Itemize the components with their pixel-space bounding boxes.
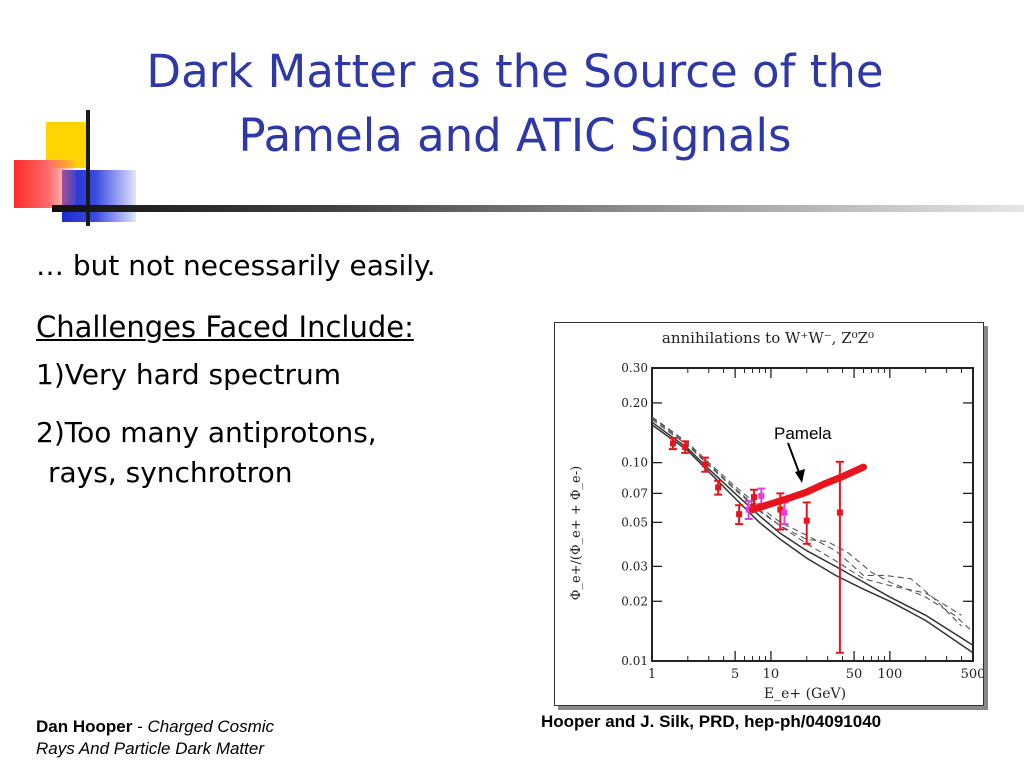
y-tick-label: 0.20: [621, 396, 648, 410]
x-tick-label: 50: [846, 667, 863, 682]
figure-citation: Hooper and J. Silk, PRD, hep-ph/04091040: [541, 712, 882, 731]
challenge-item-1: 1)Very hard spectrum: [36, 358, 342, 391]
pamela-curve-group: [749, 463, 867, 514]
plot-border: [651, 367, 974, 662]
footer: Dan Hooper - Charged Cosmic Rays And Par…: [36, 716, 274, 760]
intro-text: … but not necessarily easily.: [36, 249, 436, 282]
red-data-point: [803, 517, 810, 524]
challenges-heading: Challenges Faced Include:: [36, 310, 414, 344]
footer-separator: -: [132, 717, 148, 736]
x-tick-label: 500: [961, 667, 983, 682]
footer-talk-title-2: Rays And Particle Dark Matter: [36, 739, 264, 758]
y-tick-label: 0.05: [621, 515, 648, 529]
vertical-rule-decoration: [86, 110, 90, 226]
model-curve-5: [651, 417, 962, 616]
x-tick-label: 100: [877, 667, 902, 682]
challenge-item-2-continued: rays, synchrotron: [48, 456, 293, 489]
slide-title-line-1: Dark Matter as the Source of the: [146, 45, 884, 98]
model-curves: [651, 416, 974, 654]
red-data-point: [715, 484, 722, 491]
plot-frame: 1 5 10 50 100 500 0.01 0.02 0.03 0.05 0.07 0.10 0.20…: [621, 361, 983, 682]
y-tick-label: 0.02: [621, 594, 648, 608]
x-tick-label: 1: [648, 667, 656, 682]
pamela-annotation: Pamela: [774, 424, 832, 443]
positron-fraction-chart: annihilations to W⁺W⁻, Z⁰Z⁰ 1 5 10 50 100 500…: [569, 329, 983, 702]
chart-title: annihilations to W⁺W⁻, Z⁰Z⁰: [662, 329, 874, 347]
x-tick-label: 10: [763, 667, 780, 682]
red-data-point: [750, 494, 757, 501]
red-data-point: [836, 509, 843, 516]
red-data-point: [682, 443, 689, 450]
y-tick-label: 0.07: [621, 486, 648, 500]
challenge-item-2: 2)Too many antiprotons,: [36, 416, 377, 449]
slide-title-line-2: Pamela and ATIC Signals: [238, 109, 792, 162]
x-tick-label: 5: [731, 667, 739, 682]
annotation-arrow: [787, 442, 805, 483]
red-data-point: [702, 461, 709, 468]
y-tick-label: 0.01: [621, 654, 648, 668]
footer-talk-title-1: Charged Cosmic: [147, 717, 275, 736]
magenta-data-point: [758, 492, 765, 499]
y-axis-label: Φ_e+/(Φ_e+ + Φ_e-): [569, 466, 584, 600]
data-points: [668, 437, 844, 654]
y-tick-label: 0.30: [621, 361, 648, 375]
footer-author: Dan Hooper: [36, 717, 133, 736]
y-tick-label: 0.03: [621, 559, 648, 573]
red-square-decoration: [14, 160, 76, 208]
title-underline-rule: [52, 205, 1024, 212]
positron-fraction-figure: annihilations to W⁺W⁻, Z⁰Z⁰ 1 5 10 50 100 500…: [554, 322, 984, 706]
red-data-point: [669, 440, 676, 447]
magenta-data-point: [745, 506, 752, 513]
x-axis-label: E_e+ (GeV): [764, 686, 846, 702]
red-data-point: [736, 511, 743, 518]
model-curve-3: [651, 419, 974, 633]
pamela-curve: [749, 463, 867, 514]
red-data-point: [777, 506, 784, 513]
magenta-data-point: [781, 509, 788, 516]
slide-title: Dark Matter as the Source of the Pamela …: [60, 40, 970, 168]
y-tick-label: 0.10: [621, 456, 648, 470]
